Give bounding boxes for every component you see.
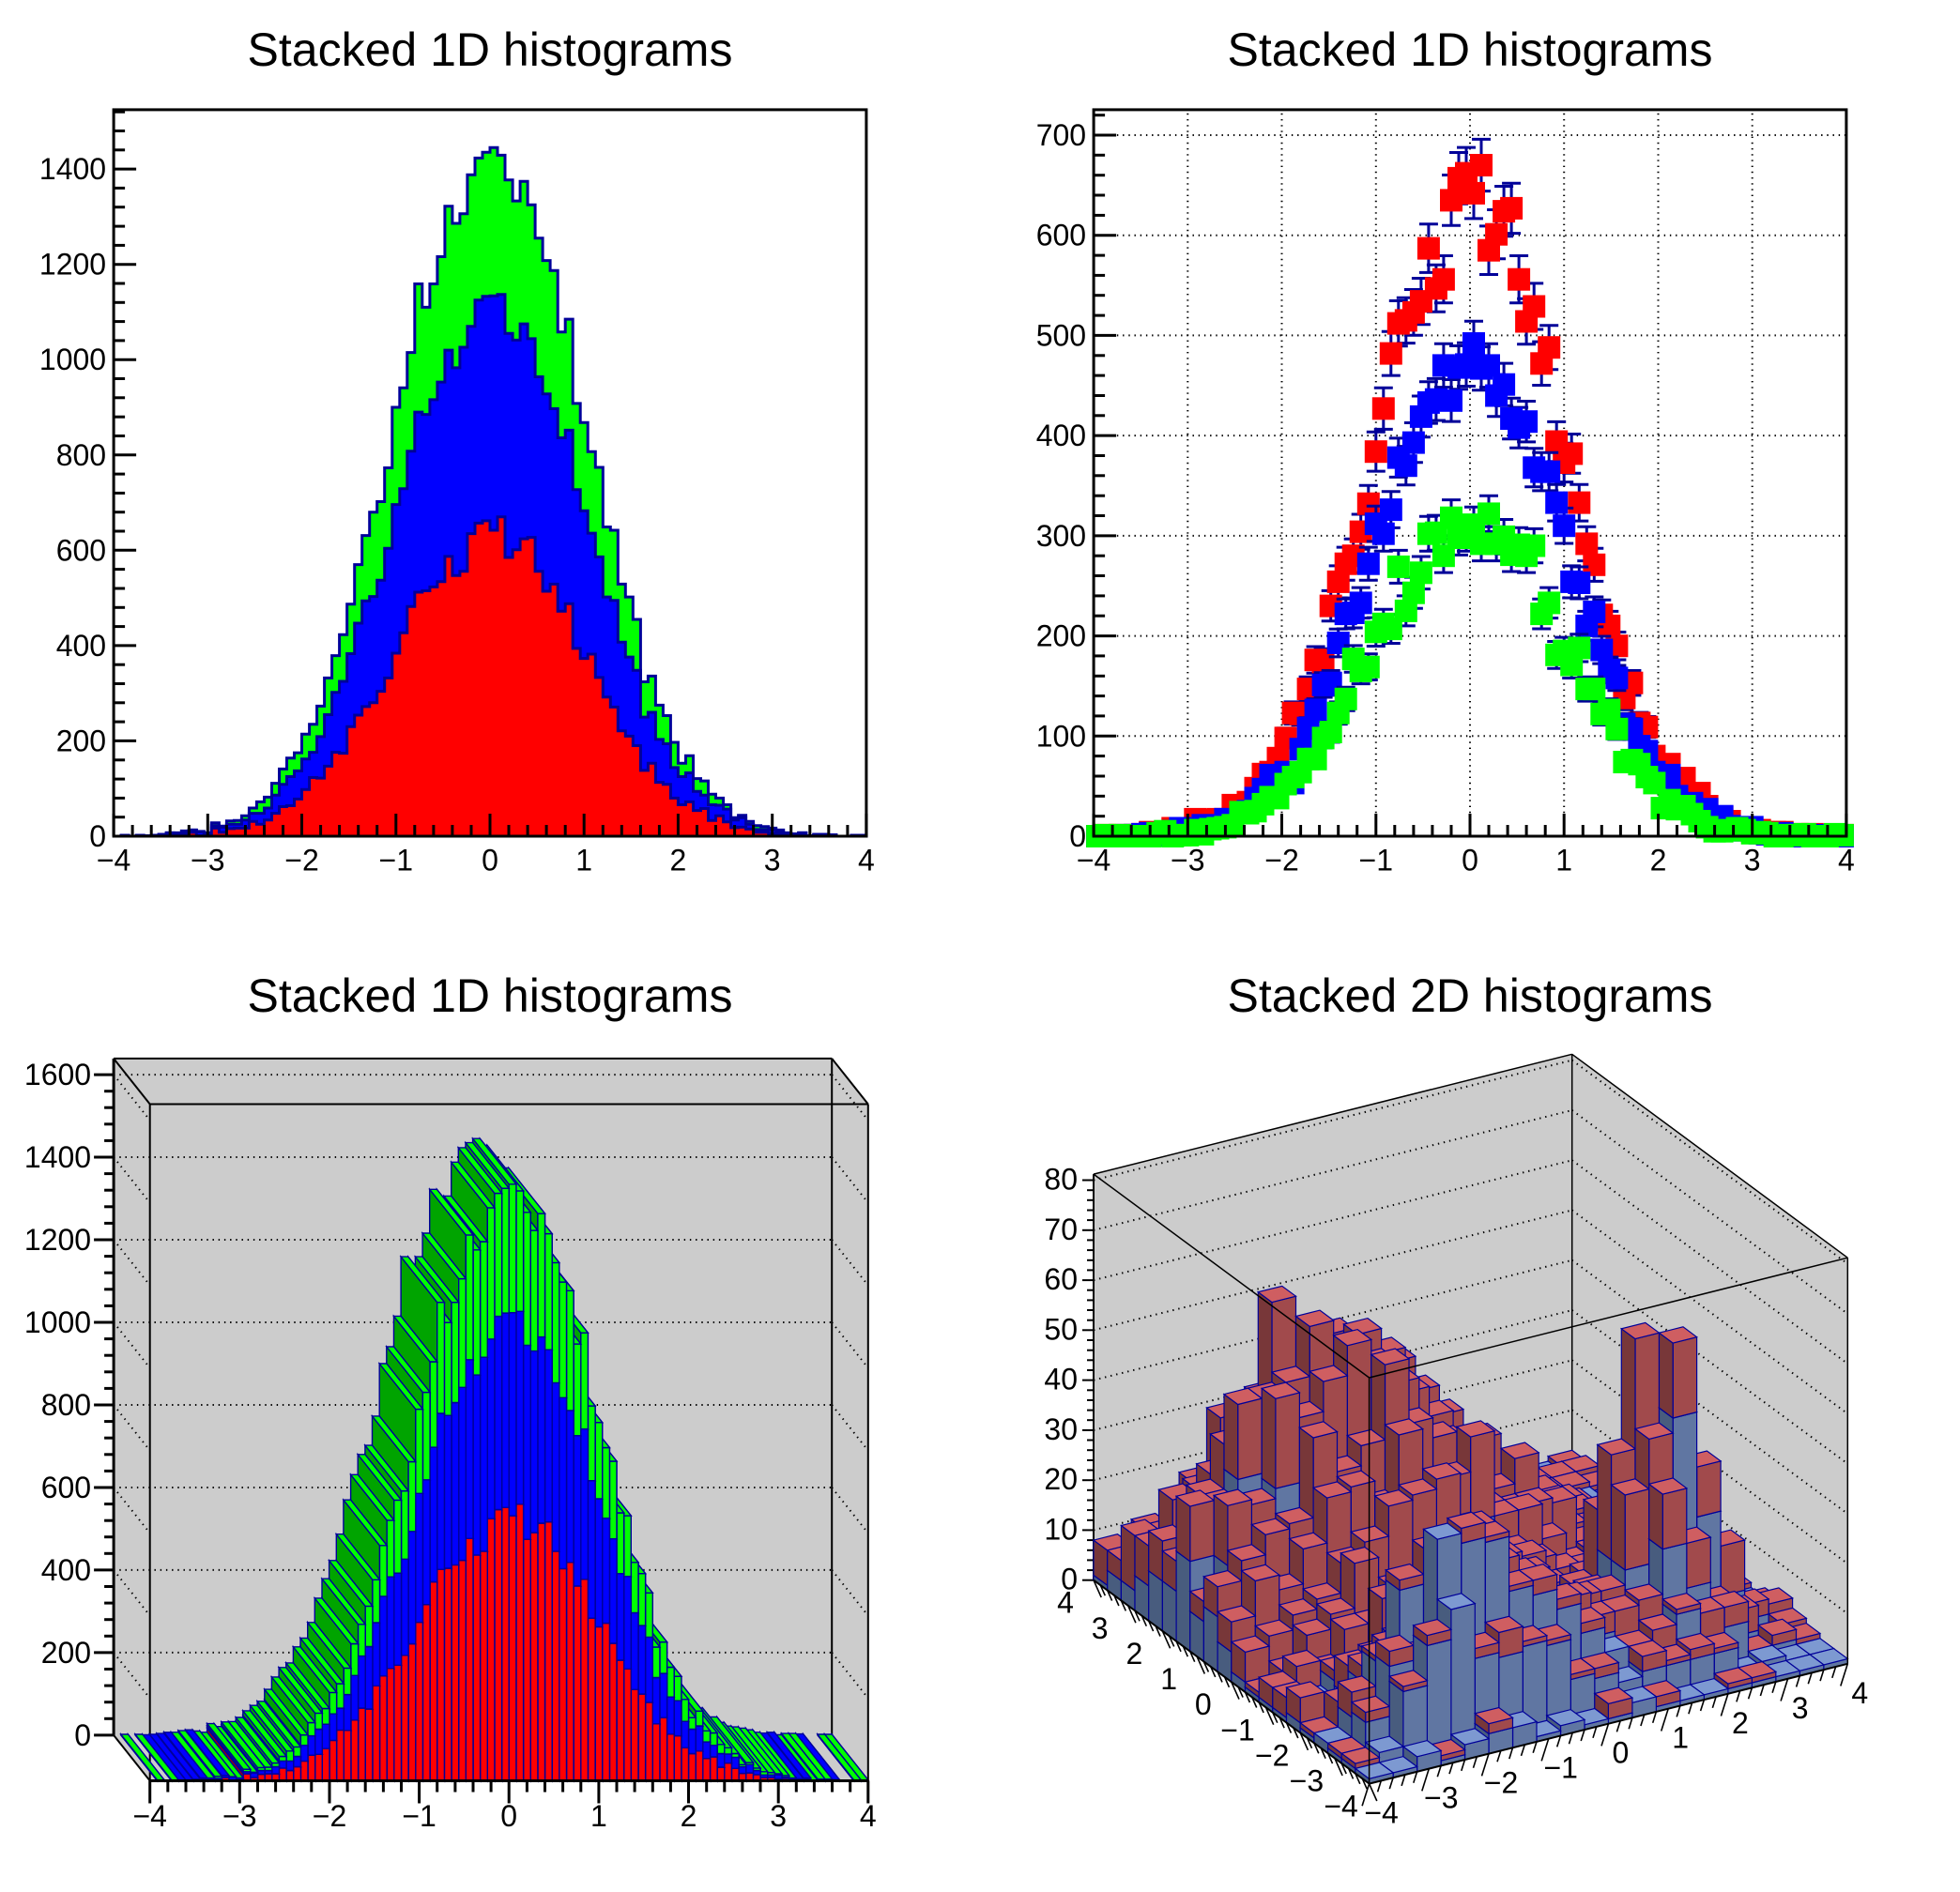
svg-text:−4: −4 bbox=[1077, 844, 1110, 877]
svg-text:1400: 1400 bbox=[39, 152, 106, 186]
svg-text:3: 3 bbox=[1092, 1611, 1109, 1645]
svg-text:−3: −3 bbox=[1290, 1764, 1324, 1798]
svg-text:600: 600 bbox=[1036, 219, 1086, 252]
svg-text:−1: −1 bbox=[1359, 844, 1393, 877]
svg-text:−3: −3 bbox=[1171, 844, 1204, 877]
svg-text:0: 0 bbox=[1613, 1736, 1630, 1770]
svg-text:2: 2 bbox=[1126, 1637, 1143, 1671]
svg-text:−1: −1 bbox=[1220, 1713, 1254, 1747]
svg-text:500: 500 bbox=[1036, 318, 1086, 352]
svg-text:200: 200 bbox=[56, 724, 106, 757]
svg-text:Stacked 1D histograms: Stacked 1D histograms bbox=[248, 969, 733, 1022]
svg-text:−2: −2 bbox=[1255, 1738, 1289, 1772]
svg-text:300: 300 bbox=[1036, 519, 1086, 553]
svg-text:0: 0 bbox=[1195, 1687, 1212, 1721]
svg-text:−4: −4 bbox=[1364, 1796, 1398, 1830]
svg-text:800: 800 bbox=[41, 1388, 91, 1422]
svg-text:60: 60 bbox=[1044, 1262, 1078, 1296]
svg-text:3: 3 bbox=[770, 1799, 787, 1833]
svg-text:400: 400 bbox=[1036, 419, 1086, 452]
svg-text:400: 400 bbox=[56, 629, 106, 663]
svg-text:600: 600 bbox=[56, 533, 106, 567]
svg-text:4: 4 bbox=[1057, 1586, 1074, 1620]
svg-text:−1: −1 bbox=[1543, 1751, 1577, 1785]
svg-text:2: 2 bbox=[681, 1799, 697, 1833]
svg-text:1: 1 bbox=[590, 1799, 607, 1833]
svg-text:−3: −3 bbox=[1424, 1781, 1458, 1815]
svg-text:Stacked 1D histograms: Stacked 1D histograms bbox=[248, 23, 733, 76]
svg-text:1: 1 bbox=[1555, 844, 1572, 877]
svg-text:1000: 1000 bbox=[39, 343, 106, 376]
svg-text:1000: 1000 bbox=[24, 1305, 91, 1339]
svg-text:0: 0 bbox=[1061, 1563, 1078, 1596]
svg-text:−1: −1 bbox=[402, 1799, 436, 1833]
svg-text:−4: −4 bbox=[97, 844, 130, 877]
svg-text:200: 200 bbox=[1036, 619, 1086, 653]
svg-text:400: 400 bbox=[41, 1553, 91, 1587]
svg-text:3: 3 bbox=[764, 844, 781, 877]
svg-text:1: 1 bbox=[575, 844, 592, 877]
svg-text:3: 3 bbox=[1744, 844, 1761, 877]
svg-text:0: 0 bbox=[500, 1799, 517, 1833]
svg-text:4: 4 bbox=[858, 844, 875, 877]
svg-text:−3: −3 bbox=[191, 844, 224, 877]
svg-text:100: 100 bbox=[1036, 719, 1086, 753]
svg-text:50: 50 bbox=[1044, 1312, 1078, 1346]
svg-text:30: 30 bbox=[1044, 1412, 1078, 1446]
svg-text:80: 80 bbox=[1044, 1163, 1078, 1197]
svg-text:40: 40 bbox=[1044, 1363, 1078, 1396]
svg-text:800: 800 bbox=[56, 438, 106, 472]
svg-text:Stacked 1D histograms: Stacked 1D histograms bbox=[1228, 23, 1713, 76]
svg-text:0: 0 bbox=[1069, 819, 1086, 853]
svg-text:700: 700 bbox=[1036, 118, 1086, 152]
svg-text:1: 1 bbox=[1672, 1721, 1689, 1755]
svg-text:1400: 1400 bbox=[24, 1140, 91, 1174]
svg-text:10: 10 bbox=[1044, 1512, 1078, 1546]
svg-text:0: 0 bbox=[482, 844, 498, 877]
svg-text:−4: −4 bbox=[1324, 1790, 1357, 1823]
svg-text:20: 20 bbox=[1044, 1462, 1078, 1496]
svg-text:−2: −2 bbox=[1264, 844, 1298, 877]
svg-text:−1: −1 bbox=[379, 844, 413, 877]
svg-text:−2: −2 bbox=[1484, 1766, 1518, 1800]
svg-text:4: 4 bbox=[1838, 844, 1855, 877]
svg-text:−4: −4 bbox=[132, 1799, 166, 1833]
svg-text:−3: −3 bbox=[222, 1799, 256, 1833]
svg-text:1200: 1200 bbox=[39, 248, 106, 282]
svg-text:0: 0 bbox=[74, 1718, 91, 1752]
svg-text:3: 3 bbox=[1792, 1691, 1809, 1725]
svg-text:1200: 1200 bbox=[24, 1223, 91, 1257]
svg-text:4: 4 bbox=[1851, 1676, 1868, 1710]
svg-text:1600: 1600 bbox=[24, 1058, 91, 1091]
svg-text:4: 4 bbox=[860, 1799, 877, 1833]
svg-text:1: 1 bbox=[1160, 1662, 1177, 1696]
svg-text:2: 2 bbox=[670, 844, 687, 877]
svg-text:0: 0 bbox=[89, 819, 106, 853]
svg-text:200: 200 bbox=[41, 1636, 91, 1670]
svg-text:−2: −2 bbox=[284, 844, 318, 877]
svg-text:0: 0 bbox=[1462, 844, 1478, 877]
svg-text:600: 600 bbox=[41, 1471, 91, 1504]
svg-text:2: 2 bbox=[1650, 844, 1667, 877]
svg-text:−2: −2 bbox=[313, 1799, 346, 1833]
svg-text:Stacked 2D histograms: Stacked 2D histograms bbox=[1228, 969, 1713, 1022]
svg-text:70: 70 bbox=[1044, 1213, 1078, 1246]
svg-text:2: 2 bbox=[1732, 1706, 1749, 1740]
